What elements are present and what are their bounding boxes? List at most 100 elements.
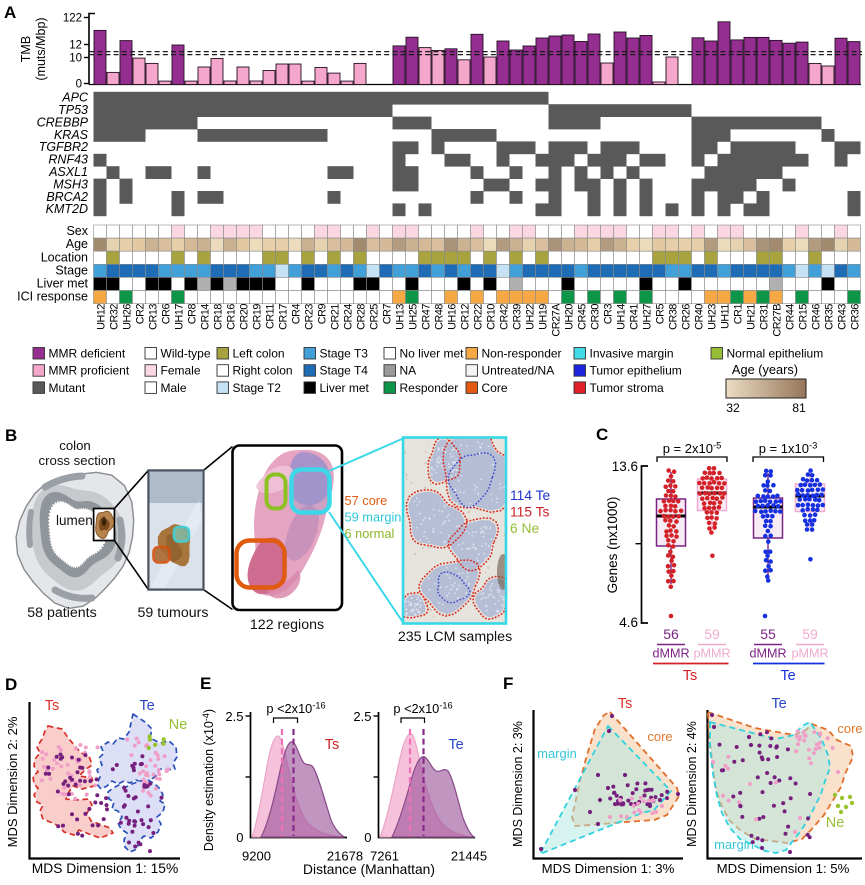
svg-text:Tumor epithelium: Tumor epithelium xyxy=(590,364,682,378)
svg-text:CR4: CR4 xyxy=(291,304,303,325)
svg-text:UH14: UH14 xyxy=(616,304,628,330)
svg-text:59 margin: 59 margin xyxy=(345,510,402,525)
svg-text:UH23: UH23 xyxy=(707,304,719,330)
svg-text:Invasive margin: Invasive margin xyxy=(590,347,674,361)
svg-text:122: 122 xyxy=(63,13,82,25)
svg-text:CR19: CR19 xyxy=(252,304,264,330)
svg-text:Liver met: Liver met xyxy=(320,381,370,395)
svg-text:CR21: CR21 xyxy=(330,304,342,330)
svg-text:6 normal: 6 normal xyxy=(345,526,395,541)
svg-text:CR43: CR43 xyxy=(837,304,849,330)
svg-text:Responder: Responder xyxy=(400,381,459,395)
svg-text:Te: Te xyxy=(780,668,795,684)
svg-text:CR27B: CR27B xyxy=(772,304,784,337)
svg-text:MMR deficient: MMR deficient xyxy=(49,347,126,361)
svg-text:ICI response: ICI response xyxy=(17,290,88,304)
svg-text:C: C xyxy=(596,425,608,444)
svg-text:Genes (nx1000): Genes (nx1000) xyxy=(605,497,620,594)
svg-text:32: 32 xyxy=(726,401,740,415)
svg-text:Right colon: Right colon xyxy=(233,364,293,378)
svg-text:Density estimation (x10-4): Density estimation (x10-4) xyxy=(201,709,216,851)
svg-text:UH13: UH13 xyxy=(395,304,407,330)
svg-text:pMMR: pMMR xyxy=(693,647,730,661)
svg-text:CR23: CR23 xyxy=(304,304,316,330)
svg-text:dMMR: dMMR xyxy=(749,647,786,661)
svg-text:CR14: CR14 xyxy=(200,304,212,330)
svg-text:p <2x10-16: p <2x10-16 xyxy=(393,701,452,717)
svg-text:Stage: Stage xyxy=(55,263,88,277)
svg-text:6 Ne: 6 Ne xyxy=(510,521,539,536)
svg-text:CR48: CR48 xyxy=(434,304,446,330)
svg-text:MDS Dimension 2: 2%: MDS Dimension 2: 2% xyxy=(5,716,20,847)
svg-text:CR41: CR41 xyxy=(629,304,641,330)
svg-text:CR16: CR16 xyxy=(226,304,238,330)
svg-text:UH20: UH20 xyxy=(564,304,576,330)
svg-text:Location: Location xyxy=(41,250,88,264)
svg-text:CR25: CR25 xyxy=(369,304,381,330)
svg-text:CR44: CR44 xyxy=(785,304,797,330)
svg-text:UH19: UH19 xyxy=(538,304,550,330)
svg-text:59: 59 xyxy=(802,626,818,642)
svg-text:colon: colon xyxy=(59,438,91,453)
svg-text:CR6: CR6 xyxy=(161,304,173,325)
svg-text:pMMR: pMMR xyxy=(791,647,828,661)
svg-text:KRAS: KRAS xyxy=(54,128,89,142)
svg-text:Sex: Sex xyxy=(66,224,88,238)
svg-text:BRCA2: BRCA2 xyxy=(46,190,88,204)
svg-text:CR10: CR10 xyxy=(486,304,498,330)
svg-text:CR24: CR24 xyxy=(343,304,355,330)
svg-text:CR18: CR18 xyxy=(213,304,225,330)
svg-text:CR7: CR7 xyxy=(382,304,394,325)
svg-text:UH11: UH11 xyxy=(720,304,732,329)
svg-text:lumen: lumen xyxy=(56,513,93,528)
svg-text:RNF43: RNF43 xyxy=(48,153,88,167)
svg-text:CR39: CR39 xyxy=(512,304,524,330)
svg-text:TP53: TP53 xyxy=(58,103,88,117)
svg-text:D: D xyxy=(5,675,17,694)
svg-text:Wild-type: Wild-type xyxy=(161,347,211,361)
svg-text:9200: 9200 xyxy=(242,849,271,864)
svg-text:115 Ts: 115 Ts xyxy=(510,505,549,520)
svg-text:CR30: CR30 xyxy=(590,304,602,330)
svg-text:CREBBP: CREBBP xyxy=(37,115,89,129)
svg-text:APC: APC xyxy=(61,91,89,105)
svg-text:MMR proficient: MMR proficient xyxy=(49,364,130,378)
svg-text:7261: 7261 xyxy=(370,849,399,864)
svg-text:CR36: CR36 xyxy=(850,304,862,330)
svg-text:CR42: CR42 xyxy=(499,304,511,330)
svg-text:Ts: Ts xyxy=(683,668,698,684)
svg-text:Non-responder: Non-responder xyxy=(482,347,562,361)
svg-text:F: F xyxy=(503,674,513,693)
svg-text:MSH3: MSH3 xyxy=(53,177,88,191)
svg-text:0: 0 xyxy=(236,830,243,845)
svg-text:Stage T4: Stage T4 xyxy=(320,364,369,378)
svg-text:ASXL1: ASXL1 xyxy=(48,165,88,179)
svg-text:UH22: UH22 xyxy=(525,304,537,330)
svg-text:Te: Te xyxy=(771,696,786,712)
svg-text:57 core: 57 core xyxy=(345,493,388,508)
svg-text:CR26: CR26 xyxy=(681,304,693,330)
svg-text:MDS Dimension 2: 3%: MDS Dimension 2: 3% xyxy=(511,721,525,847)
svg-text:CR22: CR22 xyxy=(473,304,485,330)
svg-text:10: 10 xyxy=(69,53,82,65)
svg-text:Stage T3: Stage T3 xyxy=(320,347,369,361)
svg-text:55: 55 xyxy=(760,626,776,642)
svg-text:UH12: UH12 xyxy=(96,304,108,330)
svg-text:Liver met: Liver met xyxy=(37,277,89,291)
svg-text:p = 2x10-5: p = 2x10-5 xyxy=(663,440,722,457)
svg-text:UH26: UH26 xyxy=(122,304,134,330)
svg-text:Female: Female xyxy=(161,364,201,378)
svg-text:margin: margin xyxy=(537,746,577,761)
svg-text:58 patients: 58 patients xyxy=(27,605,96,621)
svg-text:CR8: CR8 xyxy=(187,304,199,325)
svg-text:0: 0 xyxy=(364,830,371,845)
svg-text:Left colon: Left colon xyxy=(233,347,285,361)
svg-text:CR35: CR35 xyxy=(824,304,836,330)
svg-text:2.5: 2.5 xyxy=(353,709,371,724)
svg-text:E: E xyxy=(200,674,211,693)
svg-text:No liver met: No liver met xyxy=(400,347,465,361)
svg-text:Stage T2: Stage T2 xyxy=(233,381,282,395)
svg-text:0: 0 xyxy=(76,79,82,91)
svg-text:MDS Dimension 2: 4%: MDS Dimension 2: 4% xyxy=(685,721,699,847)
svg-text:59: 59 xyxy=(704,626,720,642)
